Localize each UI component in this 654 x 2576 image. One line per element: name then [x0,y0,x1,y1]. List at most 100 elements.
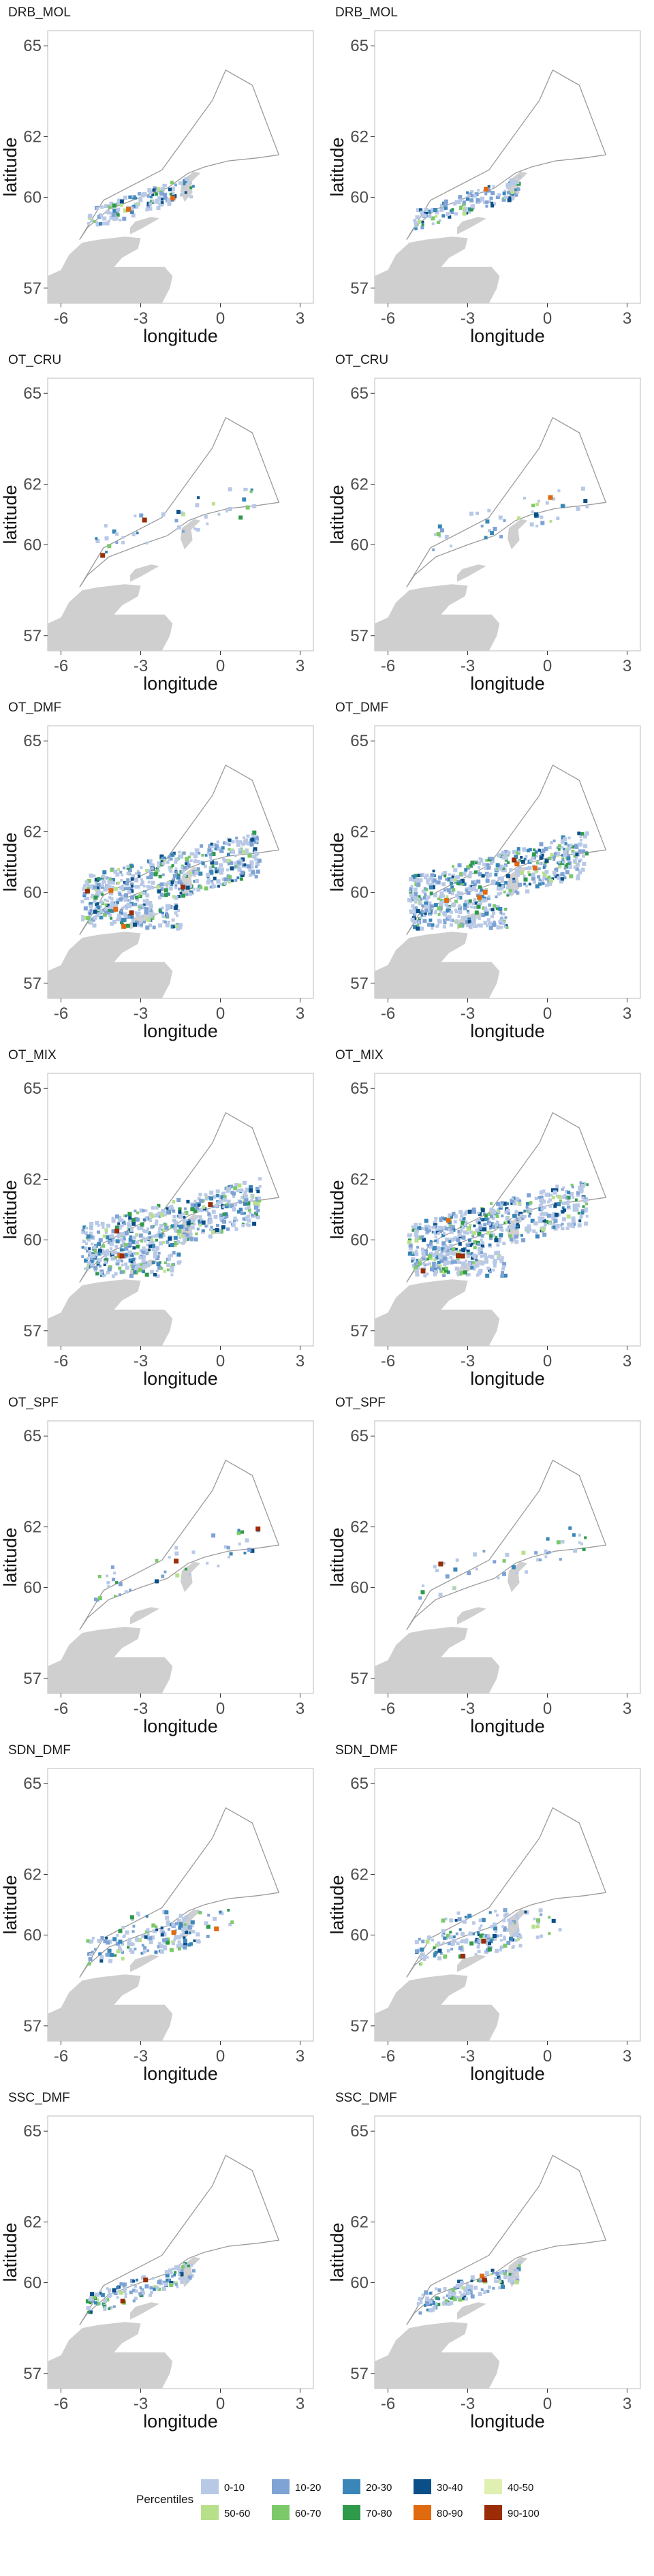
effort-cell [178,1210,182,1214]
effort-cell [422,1262,426,1266]
effort-cell [509,1936,513,1941]
effort-cell [465,1273,469,1277]
effort-cell [116,1949,121,1954]
effort-cell [575,862,580,867]
x-tick-label: -6 [381,657,395,675]
map-layer [48,1807,280,2041]
effort-cell [170,853,174,857]
effort-cell [458,910,463,915]
y-tick-label: 60 [23,1578,42,1597]
effort-cell [97,906,101,910]
map-layer [48,2154,280,2389]
effort-cell [131,1240,136,1244]
y-tick-label: 60 [350,1926,369,1944]
effort-cell [89,1254,94,1259]
x-tick-label: 3 [296,2395,305,2413]
effort-cell [224,1204,229,1209]
land-mainland [48,1974,173,2041]
effort-cell [151,1206,155,1210]
effort-cell [434,2302,438,2306]
effort-cell [503,189,507,193]
land-shetland [508,519,528,550]
effort-cell [579,835,582,838]
effort-cell [121,536,125,539]
effort-cell [209,1196,214,1201]
effort-cell [203,864,207,868]
effort-cell [255,852,260,855]
effort-cell [128,1949,131,1952]
effort-cell [164,196,168,200]
effort-cell [124,893,128,898]
legend-label: 50-60 [224,2508,250,2519]
effort-cell [117,198,121,202]
effort-cell [247,1206,251,1210]
effort-cell [243,1191,247,1195]
effort-cell [477,1270,482,1275]
effort-cell [236,842,240,847]
effort-cell [123,208,127,213]
effort-cell [178,1236,182,1240]
effort-cell [450,1942,454,1946]
effort-cell [546,1537,550,1541]
effort-cell [239,840,243,844]
effort-cell [477,1231,482,1236]
effort-cell [527,870,531,874]
effort-cell [232,1191,236,1196]
effort-cell [116,898,119,902]
effort-cell [462,200,466,204]
y-tick-label: 60 [23,188,42,206]
effort-cell [521,1217,525,1221]
effort-cell [457,1261,461,1264]
effort-cell [111,885,114,889]
effort-cell [408,1243,413,1248]
effort-cell [148,206,153,211]
effort-cell [478,1247,483,1252]
effort-cell [470,1252,473,1255]
effort-cell [124,1246,129,1251]
effort-cell [157,865,161,869]
effort-cell [420,874,422,877]
effort-cell [200,1208,204,1212]
effort-cell [129,1948,133,1951]
effort-cell [157,196,161,200]
effort-cell [476,879,481,884]
effort-cell [157,2287,161,2291]
effort-cell [424,904,428,908]
effort-cell [510,1198,514,1203]
effort-cell [493,923,497,927]
effort-cell [242,850,246,854]
effort-cell [433,1565,437,1569]
effort-cell [119,897,123,902]
effort-cell [471,887,475,891]
effort-cell [422,896,426,900]
effort-cell [411,1257,416,1261]
effort-cell [176,1252,181,1257]
effort-cell [93,1266,98,1270]
effort-cell [102,870,107,875]
effort-cell [155,1220,159,1223]
effort-cell [492,202,496,206]
effort-cell [87,1962,91,1966]
panel-title: OT_DMF [335,701,388,715]
effort-cell [490,201,493,204]
effort-cell [503,850,508,855]
effort-cell [446,1949,450,1953]
effort-cell [542,1232,547,1237]
effort-cell [98,1264,102,1268]
effort-cell [535,855,538,858]
x-axis-title: longitude [143,1021,218,1041]
effort-cell [540,1934,544,1938]
x-axis-title: longitude [143,673,218,694]
effort-cell [157,1251,161,1255]
effort-cell [131,213,136,218]
effort-cell [443,199,448,204]
effort-cell [91,1242,94,1246]
effort-cell [147,188,152,193]
effort-cell [422,1257,426,1261]
effort-cell [97,1938,102,1943]
effort-cell [191,1203,195,1208]
effort-cell [97,1575,102,1578]
effort-cell [440,528,444,533]
effort-cell [502,1262,507,1267]
